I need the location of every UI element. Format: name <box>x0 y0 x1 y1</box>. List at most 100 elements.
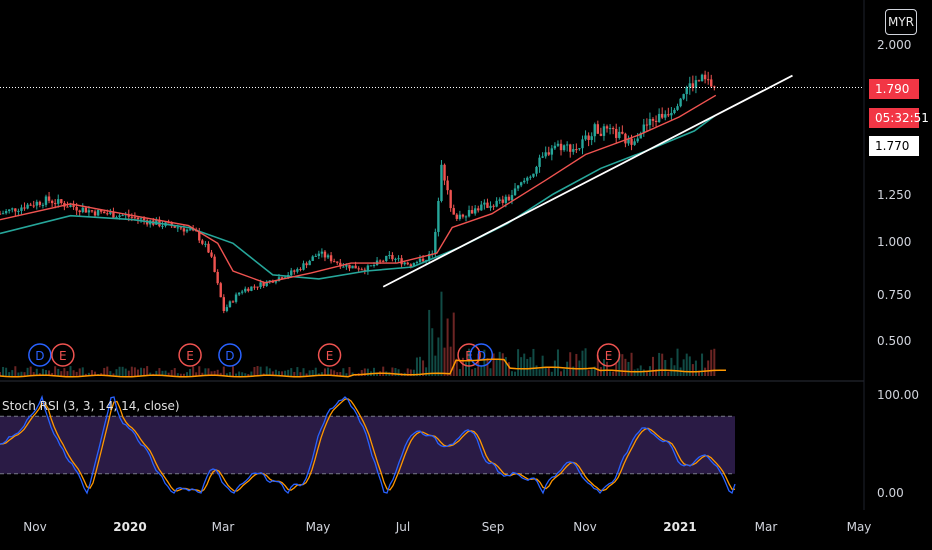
volume-bar <box>127 370 130 376</box>
volume-bar <box>250 371 253 376</box>
volume-bar <box>593 366 596 376</box>
trendline[interactable] <box>382 74 793 288</box>
candle-body <box>569 144 572 152</box>
candle-body <box>611 128 615 130</box>
price-tick-0500: 0.500 <box>877 334 912 348</box>
volume-bar <box>210 371 213 376</box>
candle-body <box>544 152 547 157</box>
volume-bar <box>213 370 216 376</box>
candle-body <box>296 269 299 272</box>
volume-bar <box>308 370 311 376</box>
candle-body <box>559 143 563 151</box>
indicator-title[interactable]: Stoch RSI (3, 3, 14, 14, close) <box>2 399 180 413</box>
volume-bar <box>271 371 274 376</box>
candle-body <box>112 212 115 218</box>
candle-body <box>382 260 385 262</box>
volume-bar <box>26 367 29 376</box>
volume-bar <box>299 372 302 376</box>
volume-bar <box>66 371 69 376</box>
volume-bar <box>575 353 578 376</box>
candle-body <box>648 119 652 126</box>
candle-body <box>237 292 241 295</box>
candle-body <box>1 213 5 215</box>
volume-bar <box>90 370 93 376</box>
volume-bar <box>572 366 575 376</box>
candle-body <box>418 258 422 262</box>
volume-bar <box>201 372 204 376</box>
event-marker-e <box>178 343 202 367</box>
candle-body <box>504 196 508 203</box>
time-label-may-2021: May <box>846 520 872 534</box>
candle-body <box>657 113 661 122</box>
volume-bar <box>639 365 642 376</box>
candle-body <box>369 265 373 267</box>
candle-body <box>329 255 333 262</box>
candle-body <box>20 207 23 211</box>
volume-bar <box>376 372 379 376</box>
volume-bar <box>222 366 225 376</box>
time-label-sep-2020: Sep <box>481 520 505 534</box>
candle-body <box>256 286 259 288</box>
candle-body <box>253 286 256 288</box>
candle-body <box>293 270 296 272</box>
volume-bar <box>596 355 599 376</box>
volume-bar <box>179 373 182 376</box>
volume-bar <box>670 357 673 376</box>
volume-bar <box>581 350 584 376</box>
candle-body <box>449 190 452 209</box>
volume-bar <box>173 368 176 376</box>
volume-bar <box>189 368 192 376</box>
event-marker-label: E <box>186 349 194 363</box>
candle-body <box>106 213 109 215</box>
volume-bar <box>51 372 54 376</box>
candle-body <box>320 251 324 254</box>
volume-bar <box>443 347 446 376</box>
candle-body <box>50 200 54 204</box>
candle-body <box>636 138 639 142</box>
countdown-tag: 05:32:51 <box>869 108 929 128</box>
candle-body <box>645 124 649 126</box>
candle-body <box>664 114 667 118</box>
candle-body <box>676 106 679 110</box>
candle-body <box>173 226 176 228</box>
candle-body <box>240 291 244 293</box>
candle-body <box>109 212 112 214</box>
volume-bar <box>409 369 412 376</box>
volume-bar <box>182 373 185 376</box>
candle-body <box>516 185 520 189</box>
volume-bar <box>538 369 541 376</box>
candle-body <box>483 202 486 205</box>
candle-body <box>96 210 100 216</box>
volume-bar <box>520 357 523 376</box>
candle-body <box>489 205 492 208</box>
volume-bar <box>642 369 645 376</box>
candle-body <box>691 83 695 88</box>
event-marker-d <box>218 343 242 367</box>
volume-bar <box>323 368 326 376</box>
volume-bar <box>667 371 670 376</box>
candle-body <box>519 182 523 186</box>
volume-bar <box>621 354 624 376</box>
volume-bar <box>296 367 299 376</box>
candle-body <box>348 264 351 269</box>
candle-body <box>60 199 63 204</box>
candle-body <box>99 210 103 212</box>
candle-body <box>700 74 704 81</box>
candle-body <box>523 180 526 183</box>
candle-body <box>391 255 394 260</box>
candle-body <box>486 202 489 208</box>
volume-bar <box>118 366 121 376</box>
volume-bar <box>54 366 57 376</box>
candle-body <box>532 173 535 177</box>
candle-body <box>593 124 596 137</box>
volume-bar <box>682 359 685 376</box>
volume-bar <box>155 370 158 376</box>
candle-body <box>562 145 566 151</box>
currency-button[interactable]: MYR <box>885 9 917 35</box>
volume-bar <box>320 372 323 376</box>
candle-body <box>470 210 474 214</box>
volume-bar <box>109 371 112 376</box>
volume-bar <box>587 370 590 376</box>
volume-bar <box>550 371 553 376</box>
